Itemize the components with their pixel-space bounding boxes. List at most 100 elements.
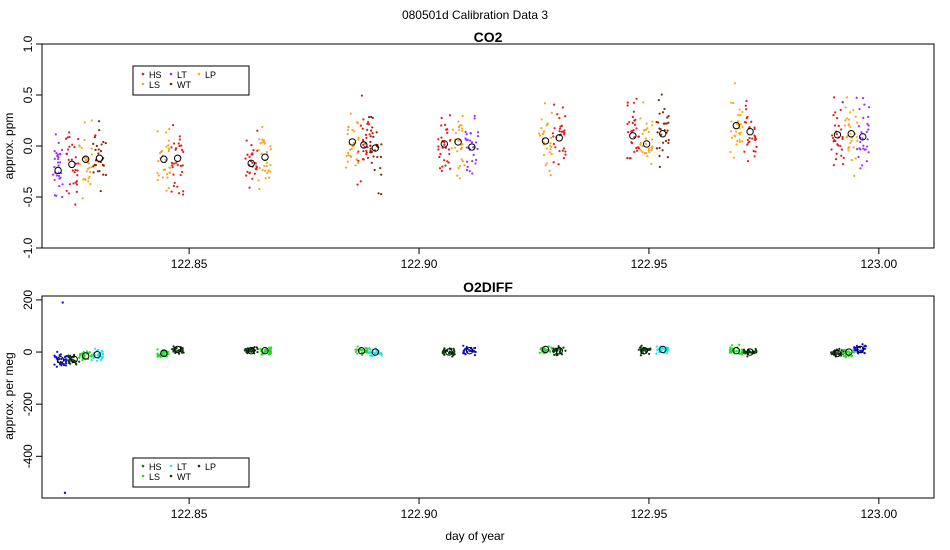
co2-data-point	[359, 180, 362, 183]
o2diff-data-point	[538, 351, 541, 354]
co2-data-point	[852, 109, 855, 112]
o2diff-data-point	[552, 351, 555, 354]
co2-data-point	[666, 156, 669, 159]
co2-data-point	[68, 135, 71, 139]
co2-data-point	[648, 150, 651, 154]
co2-group-mean	[371, 144, 380, 152]
o2diff-data-point	[245, 349, 249, 353]
o2diff-data-point	[361, 354, 364, 357]
co2-data-point	[346, 160, 349, 163]
co2-data-point	[346, 128, 350, 131]
co2-data-point	[97, 148, 100, 151]
co2-data-point	[639, 149, 642, 152]
o2diff-group-mean	[659, 345, 667, 354]
co2-data-point	[74, 168, 77, 172]
co2-data-point	[157, 174, 160, 177]
co2-data-point	[835, 133, 838, 136]
o2diff-data-point	[544, 348, 547, 351]
co2-data-point	[81, 197, 84, 200]
co2-data-point	[662, 141, 665, 144]
o2diff-group-mean	[541, 345, 550, 354]
co2-data-point	[647, 130, 650, 134]
co2-data-point	[182, 150, 185, 154]
co2-data-point	[370, 115, 373, 119]
co2-group-mean	[247, 159, 255, 168]
co2-data-point	[848, 111, 852, 114]
co2-data-point	[633, 123, 637, 126]
co2-data-point	[82, 178, 85, 181]
co2-data-point	[857, 155, 860, 158]
co2-data-point	[752, 149, 755, 153]
co2-data-point	[554, 146, 557, 149]
co2-data-point	[844, 119, 847, 122]
co2-data-point	[470, 141, 474, 144]
co2-data-point	[347, 125, 350, 129]
co2-y-tick-label: -0.5	[21, 186, 35, 207]
co2-data-point	[741, 125, 744, 129]
o2diff-y-tick-label: 0	[21, 348, 35, 355]
co2-data-point	[253, 172, 256, 175]
co2-data-point	[641, 132, 644, 135]
co2-data-point	[644, 151, 648, 155]
co2-data-point	[550, 152, 553, 156]
co2-data-point	[859, 167, 862, 170]
o2diff-data-point	[840, 349, 843, 352]
co2-legend-marker	[169, 72, 173, 76]
co2-data-point	[180, 148, 184, 152]
co2-data-point	[658, 165, 661, 168]
co2-data-point	[867, 151, 870, 154]
o2diff-legend-marker	[141, 474, 145, 478]
co2-data-point	[64, 137, 68, 140]
co2-data-point	[90, 153, 93, 156]
co2-data-point	[844, 106, 847, 109]
o2diff-data-point	[446, 349, 449, 353]
o2diff-group-mean	[640, 347, 649, 355]
o2diff-data-point	[853, 351, 856, 354]
co2-data-point	[755, 145, 758, 148]
co2-data-point	[632, 128, 635, 132]
co2-data-point	[261, 141, 264, 144]
co2-data-point	[90, 147, 93, 150]
co2-data-point	[662, 122, 666, 125]
co2-data-point	[563, 129, 566, 132]
co2-data-point	[269, 148, 273, 151]
co2-data-point	[538, 134, 542, 137]
co2-data-point	[440, 124, 443, 127]
o2diff-data-point	[356, 352, 359, 355]
co2-data-point	[94, 134, 97, 137]
co2-data-point	[646, 127, 649, 130]
o2diff-data-point	[79, 354, 82, 357]
co2-data-point	[465, 146, 468, 149]
co2-data-point	[866, 122, 869, 125]
co2-data-point	[166, 176, 169, 179]
co2-data-point	[733, 134, 736, 137]
co2-data-point	[73, 145, 76, 149]
o2diff-data-point	[637, 348, 640, 351]
co2-data-point	[548, 169, 551, 172]
co2-data-point	[832, 140, 835, 143]
co2-data-point	[441, 165, 444, 168]
co2-data-point	[68, 183, 71, 186]
co2-group-mean	[440, 140, 449, 148]
co2-data-point	[754, 135, 757, 138]
o2diff-data-point	[64, 364, 68, 367]
o2diff-data-point	[738, 343, 741, 346]
o2diff-data-point	[268, 346, 271, 349]
co2-data-point	[182, 190, 185, 193]
co2-data-point	[58, 161, 62, 164]
o2diff-data-point	[167, 353, 170, 356]
co2-y-tick-label: 0.5	[21, 86, 35, 103]
co2-data-point	[655, 147, 658, 150]
co2-data-point	[53, 150, 56, 153]
o2diff-data-point	[251, 348, 254, 351]
co2-data-point	[745, 99, 748, 103]
co2-data-point	[251, 177, 254, 180]
co2-data-point	[647, 148, 650, 152]
co2-data-point	[377, 192, 380, 195]
co2-data-point	[168, 166, 171, 169]
co2-data-point	[748, 136, 751, 140]
co2-data-point	[457, 166, 460, 170]
co2-data-point	[661, 149, 664, 152]
co2-data-point	[172, 184, 175, 188]
